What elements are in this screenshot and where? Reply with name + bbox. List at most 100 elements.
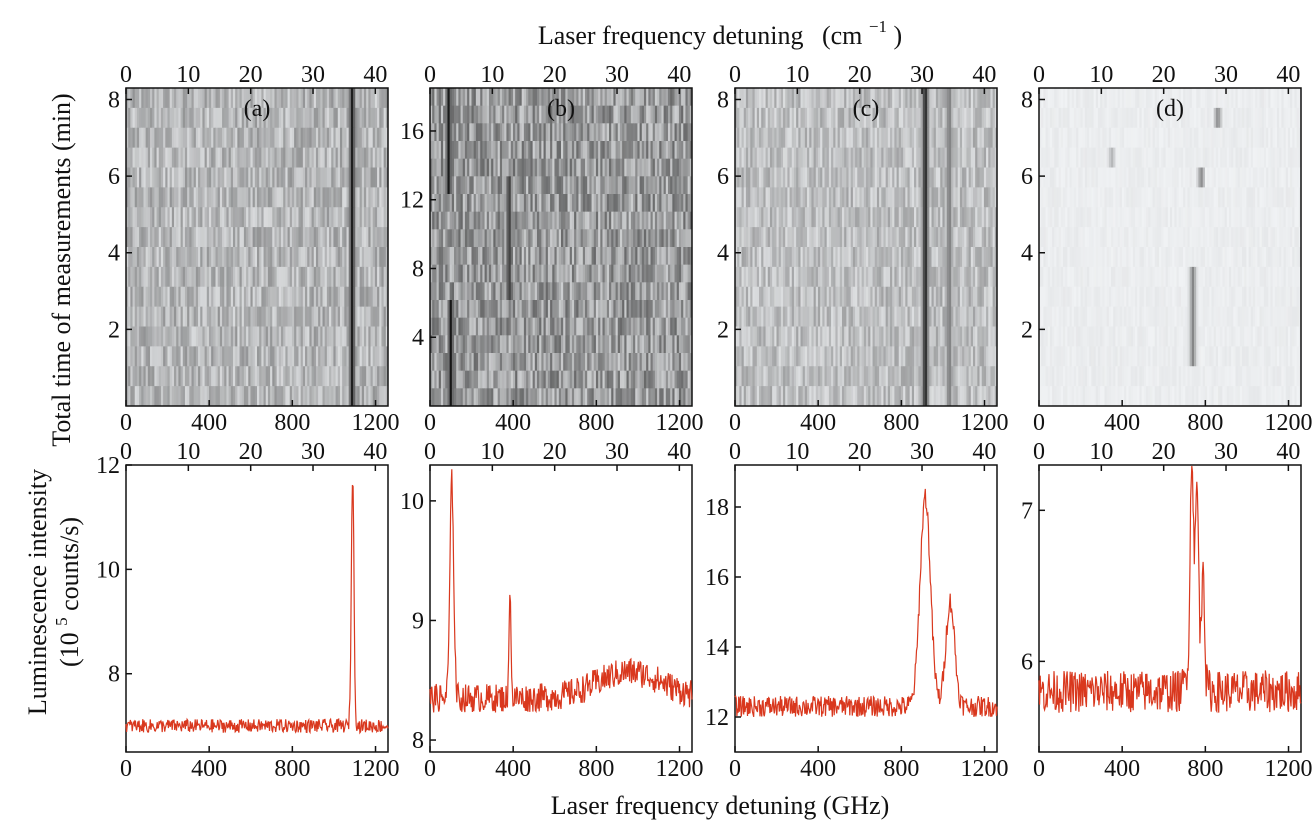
- heatmap-cell: [534, 388, 538, 407]
- heatmap-cell: [565, 176, 568, 195]
- heatmap-cell: [582, 141, 586, 160]
- heatmap-cell: [534, 247, 538, 266]
- heatmap-cell: [633, 176, 636, 195]
- heatmap-cell: [335, 88, 339, 109]
- heatmap-cell: [281, 306, 284, 327]
- heatmap-cell: [230, 286, 234, 308]
- heatmap-cell: [241, 187, 245, 208]
- heatmap-cell: [685, 317, 689, 336]
- heatmap-cell: [156, 346, 160, 367]
- heatmap-cell: [633, 158, 636, 177]
- heatmap-cell: [484, 141, 488, 160]
- heatmap-cell: [556, 282, 560, 301]
- heatmap-cell: [333, 207, 336, 228]
- heatmap-cell: [667, 282, 671, 301]
- heatmap-cell: [672, 158, 675, 177]
- heatmap-cell: [841, 127, 845, 149]
- heatmap-cell: [929, 167, 932, 188]
- heatmap-cell: [657, 282, 660, 301]
- heatmap-cell: [447, 211, 451, 230]
- heatmap-cell: [815, 88, 819, 109]
- heatmap-ylabel: Total time of measurements (min): [47, 93, 76, 446]
- heatmap-cell: [344, 326, 347, 347]
- heatmap-cell: [208, 386, 212, 407]
- heatmap-cell: [558, 388, 562, 407]
- heatmap-cell: [689, 194, 693, 213]
- heatmap-cell: [132, 88, 136, 109]
- heatmap-cell: [670, 264, 673, 283]
- heatmap-cell: [193, 386, 197, 407]
- heatmap-cell: [475, 335, 479, 354]
- heatmap-cell: [650, 194, 654, 213]
- heatmap-cell: [589, 229, 592, 248]
- heatmap-cell: [200, 247, 203, 268]
- heatmap-cell: [241, 266, 245, 288]
- heatmap-cell: [665, 370, 669, 389]
- heatmap-cell: [506, 282, 509, 301]
- heatmap-cell: [580, 176, 584, 195]
- heatmap-cell: [285, 247, 288, 268]
- heatmap-cell: [219, 366, 223, 387]
- heatmap-cell: [831, 167, 834, 188]
- heatmap-cell: [931, 187, 935, 208]
- heatmap-cell: [676, 141, 680, 160]
- heatmap-cell: [443, 335, 446, 354]
- heatmap-cell: [659, 264, 662, 283]
- heatmap-cell: [652, 88, 656, 107]
- heatmap-cell: [213, 127, 216, 149]
- heatmap-cell: [606, 105, 610, 124]
- heatmap-cell: [911, 187, 915, 208]
- heatmap-cell: [180, 187, 184, 208]
- heatmap-cell: [222, 386, 225, 407]
- heatmap-cell: [661, 229, 665, 248]
- heatmap-cell: [307, 147, 310, 168]
- heatmap-cell: [206, 286, 210, 308]
- heatmap-cell: [191, 107, 195, 129]
- heatmap-cell: [602, 264, 606, 283]
- heatmap-cell: [302, 227, 306, 248]
- heatmap-cell: [296, 386, 299, 407]
- heatmap-cell: [497, 335, 501, 354]
- heatmap-cell: [311, 127, 315, 149]
- heatmap-cell: [235, 346, 238, 367]
- heatmap-cell: [143, 286, 147, 308]
- heatmap-cell: [176, 247, 179, 268]
- heatmap-cell: [643, 105, 647, 124]
- heatmap-cell: [283, 386, 286, 407]
- heatmap-cell: [193, 306, 197, 327]
- heatmap-cell: [309, 167, 312, 188]
- heatmap-cell: [617, 282, 621, 301]
- heatmap-cell: [134, 366, 138, 387]
- heatmap-cell: [436, 194, 440, 213]
- heatmap-cell: [800, 107, 804, 129]
- heatmap-cell: [502, 353, 505, 372]
- heatmap-cell: [383, 286, 387, 308]
- heatmap-cell: [206, 346, 210, 367]
- heatmap-cell: [508, 123, 512, 142]
- heatmap-cell: [681, 141, 684, 160]
- heatmap-cell: [344, 207, 347, 228]
- heatmap-cell: [294, 88, 297, 109]
- heatmap-cell: [852, 147, 856, 168]
- heatmap-cell: [883, 207, 887, 228]
- heatmap-cell: [811, 207, 814, 228]
- heatmap-cell: [294, 127, 297, 149]
- heatmap-cell: [578, 88, 582, 107]
- heatmap-cell: [508, 264, 512, 283]
- heatmap-cell: [918, 127, 921, 149]
- heatmap-cell: [363, 346, 367, 367]
- heatmap-cell: [595, 194, 599, 213]
- heatmap-cell: [558, 123, 562, 142]
- heatmap-cell: [440, 229, 444, 248]
- heatmap-cell: [635, 105, 638, 124]
- heatmap-cell: [844, 88, 847, 109]
- heatmap-cell: [582, 370, 586, 389]
- heatmap-cell: [975, 147, 978, 168]
- heatmap-cell: [374, 207, 378, 228]
- heatmap-cell: [543, 176, 547, 195]
- heatmap-cell: [613, 317, 616, 336]
- heatmap-cell: [944, 187, 948, 208]
- heatmap-cell: [443, 317, 446, 336]
- heatmap-cell: [224, 127, 227, 149]
- heatmap-cell: [628, 229, 632, 248]
